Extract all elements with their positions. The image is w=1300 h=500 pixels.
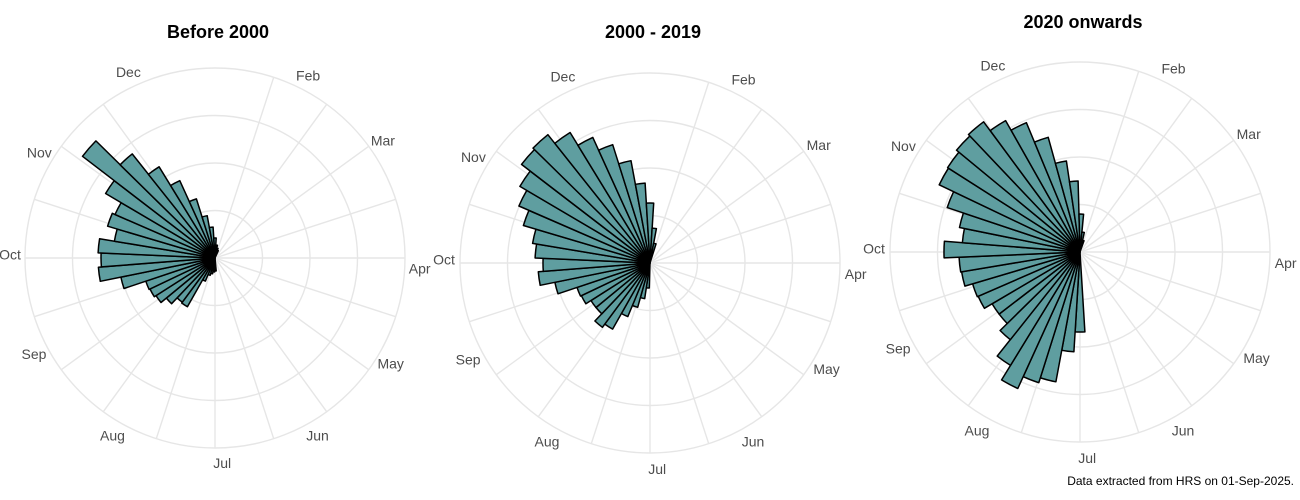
rose-bar: [1010, 121, 1081, 253]
month-label-mar: Mar: [807, 137, 831, 153]
panel-before-2000: Dec Feb Mar Apr May Jun Jul Aug Sep Oct Nov Before …: [0, 22, 431, 471]
month-label-may: May: [813, 361, 839, 377]
grid-spoke: [214, 257, 275, 439]
grid-spoke: [649, 150, 805, 264]
rose-bar: [119, 153, 216, 259]
rose-bar: [634, 182, 651, 264]
month-label-feb: Feb: [1161, 61, 1185, 77]
month-label-dec: Dec: [980, 57, 1005, 73]
rose-bar: [208, 226, 216, 259]
month-label-dec: Dec: [550, 68, 575, 84]
month-label-oct: Oct: [863, 240, 885, 256]
rose-bar: [967, 121, 1081, 253]
rose-bar: [1079, 239, 1085, 253]
month-label-jun: Jun: [742, 433, 765, 449]
grid-spoke: [1079, 97, 1193, 253]
month-label-jun: Jun: [1172, 422, 1195, 438]
grid-spoke: [214, 257, 328, 413]
month-label-nov: Nov: [891, 138, 916, 154]
month-label-mar: Mar: [371, 132, 395, 148]
grid-spoke: [1079, 139, 1235, 253]
rose-bar: [649, 242, 657, 264]
panel-2020-onwards: Dec Feb Mar Apr May Jun Jul Aug Sep Oct Nov 2020 on…: [863, 12, 1297, 466]
month-label-sep: Sep: [886, 341, 911, 357]
rose-bar: [617, 159, 651, 264]
grid-spoke: [1079, 251, 1261, 312]
panel-2000-2019: Dec Feb Mar Apr May Jun Jul Aug Sep Oct Nov 2000 - …: [433, 22, 867, 477]
rose-bar: [577, 136, 651, 264]
month-label-mar: Mar: [1237, 126, 1261, 142]
grid-spoke: [214, 257, 370, 371]
month-label-nov: Nov: [27, 144, 52, 160]
month-label-aug: Aug: [535, 433, 560, 449]
month-label-dec: Dec: [116, 64, 141, 80]
month-label-jul: Jul: [648, 461, 666, 477]
month-label-sep: Sep: [456, 352, 481, 368]
panel-title: 2020 onwards: [1023, 12, 1142, 32]
month-label-oct: Oct: [433, 251, 455, 267]
rose-bar: [996, 251, 1081, 367]
grid-spoke: [155, 257, 216, 439]
grid-spoke: [1079, 192, 1261, 253]
month-label-apr: Apr: [409, 261, 431, 277]
rose-bar: [554, 131, 651, 264]
month-label-sep: Sep: [22, 346, 47, 362]
rose-bar: [1000, 251, 1081, 390]
month-label-nov: Nov: [461, 149, 486, 165]
panel-title: 2000 - 2019: [605, 22, 701, 42]
rose-bar: [537, 262, 651, 287]
month-label-aug: Aug: [100, 428, 125, 444]
month-label-feb: Feb: [731, 72, 755, 88]
rose-bar: [943, 240, 1081, 259]
grid-spoke: [214, 257, 396, 318]
month-label-oct: Oct: [0, 246, 21, 262]
rose-bar: [97, 257, 216, 283]
grid-spoke: [1079, 251, 1235, 365]
grid-spoke: [649, 203, 831, 264]
rose-bar: [999, 251, 1081, 341]
month-label-jun: Jun: [306, 428, 329, 444]
grid-spoke: [214, 77, 275, 259]
month-label-jul: Jul: [1078, 450, 1096, 466]
data-source-caption: Data extracted from HRS on 01-Sep-2025.: [1067, 474, 1294, 488]
rose-bar: [188, 198, 216, 259]
rose-bar: [645, 202, 655, 264]
month-label-may: May: [377, 356, 403, 372]
grid-spoke: [649, 262, 763, 418]
rose-bar: [81, 140, 216, 259]
month-label-apr: Apr: [1275, 255, 1297, 271]
month-label-aug: Aug: [965, 422, 990, 438]
month-label-apr: Apr: [845, 266, 867, 282]
rose-bar: [201, 214, 216, 259]
rose-bar: [169, 179, 216, 259]
rose-bar: [989, 119, 1081, 253]
panel-title: Before 2000: [167, 22, 269, 42]
grid-spoke: [649, 82, 710, 264]
month-label-feb: Feb: [296, 67, 320, 83]
rose-bar: [1054, 160, 1081, 253]
grid-spoke: [1079, 71, 1140, 253]
grid-spoke: [649, 262, 805, 376]
grid-spoke: [214, 198, 396, 259]
grid-spoke: [649, 262, 710, 444]
rose-bar: [532, 133, 651, 264]
grid-spoke: [1079, 251, 1140, 433]
rose-bar: [1033, 136, 1081, 253]
grid-spoke: [1079, 251, 1193, 407]
grid-spoke: [649, 262, 831, 323]
grid-spoke: [214, 145, 370, 259]
rose-bar: [1068, 180, 1081, 253]
grid-spoke: [649, 108, 763, 264]
rose-bar: [594, 262, 651, 329]
grid-spoke: [214, 103, 328, 259]
month-label-may: May: [1243, 350, 1269, 366]
rose-bar: [597, 143, 651, 264]
rose-bar: [214, 249, 220, 259]
month-label-jul: Jul: [213, 455, 231, 471]
rose-bar: [147, 166, 216, 259]
